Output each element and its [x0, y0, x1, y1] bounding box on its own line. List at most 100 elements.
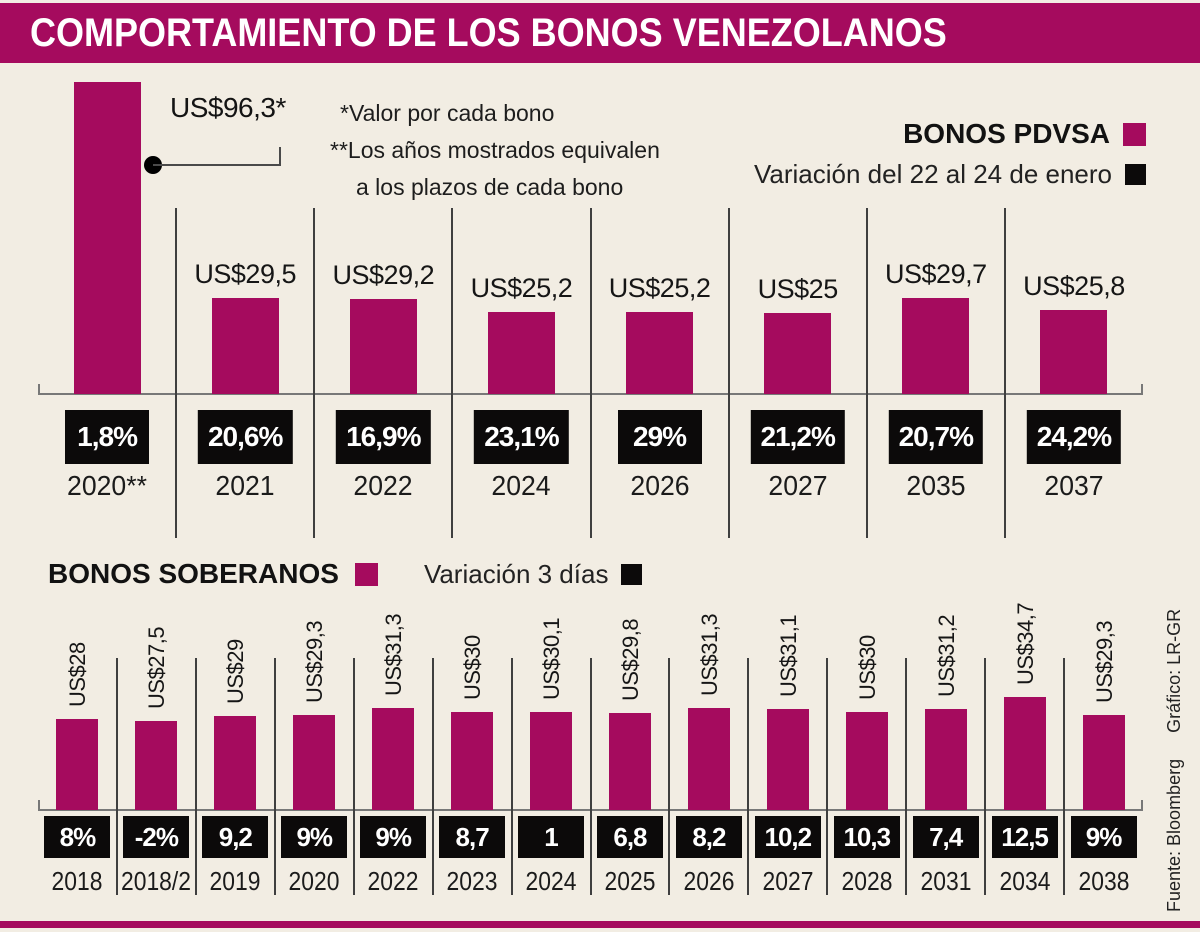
bar-2022: [372, 708, 415, 810]
callout-value-label: US$96,3*: [170, 92, 286, 123]
group-separator: [589, 658, 592, 895]
group-separator: [865, 208, 868, 538]
value-label: US$25,2: [470, 273, 573, 303]
pdvsa-legend-label: BONOS PDVSA: [903, 118, 1110, 149]
variation-badge: 8%: [44, 816, 111, 858]
pdvsa-variation-swatch-icon: [1125, 164, 1146, 185]
value-label: US$29,3: [302, 620, 328, 703]
soberanos-legend: BONOS SOBERANOS Variación 3 días: [48, 558, 643, 590]
group-separator: [747, 658, 750, 895]
bar-2034: [1003, 697, 1046, 810]
footnote-line: a los plazos de cada bono: [356, 174, 624, 200]
variation-badge: 21,2%: [750, 410, 845, 464]
graphic-credit: Gráfico: LR-GR: [1164, 608, 1184, 733]
bar-2024: [487, 312, 555, 394]
group-separator: [589, 208, 592, 538]
year-label: 2027: [768, 470, 828, 501]
year-label: 2018/2: [121, 866, 192, 896]
page-title: COMPORTAMIENTO DE LOS BONOS VENEZOLANOS: [30, 10, 947, 55]
variation-badge: 6,8: [596, 816, 663, 858]
variation-badge: 9%: [1070, 816, 1137, 858]
value-label: US$27,5: [144, 626, 170, 709]
bar-2021: [211, 298, 279, 394]
year-label: 2019: [209, 866, 261, 896]
year-label: 2037: [1044, 470, 1104, 501]
bottom-accent-strip: [0, 921, 1200, 928]
value-label: US$29,2: [332, 260, 435, 290]
group-separator: [1063, 658, 1066, 895]
soberanos-variation-label: Variación 3 días: [423, 558, 609, 589]
group-separator: [352, 658, 355, 895]
variation-badge: 20,7%: [888, 410, 984, 464]
footnotes: *Valor por cada bono **Los años mostrado…: [330, 95, 660, 206]
bar-2038: [1082, 715, 1125, 810]
year-label: 2038: [1078, 866, 1129, 896]
pdvsa-legend-row-series: BONOS PDVSA: [754, 118, 1146, 150]
year-label: 2025: [604, 866, 656, 896]
soberanos-variation-swatch-icon: [621, 563, 643, 585]
variation-badge: 20,6%: [197, 410, 293, 464]
credits: Fuente: Bloomberg Gráfico: LR-GR: [1164, 609, 1185, 912]
value-label: US$30: [460, 635, 486, 700]
variation-badge: 10,3: [833, 816, 900, 858]
group-separator: [313, 208, 316, 538]
pdvsa-axis-tick: [38, 384, 40, 394]
variation-badge: 29%: [617, 410, 702, 464]
bar-2022: [349, 299, 417, 394]
bar-2037: [1040, 310, 1108, 394]
year-label: 2022: [367, 866, 419, 896]
variation-badge: 7,4: [912, 816, 979, 858]
value-label: US$34,7: [1012, 602, 1038, 685]
callout-line: [279, 147, 281, 166]
bar-2027: [766, 709, 809, 810]
bar-2025: [608, 713, 651, 810]
year-label: 2028: [841, 866, 893, 896]
value-label: US$29,7: [885, 259, 987, 289]
pdvsa-variation-label: Variación del 22 al 24 de enero: [754, 159, 1112, 189]
value-label: US$31,1: [775, 614, 801, 697]
variation-badge: 12,5: [991, 816, 1058, 858]
year-label: 2018: [52, 866, 103, 896]
group-separator: [1003, 208, 1006, 538]
year-label: 2022: [353, 470, 413, 501]
year-label: 2020**: [67, 470, 148, 501]
bar-2018/2: [135, 721, 178, 810]
bar-2031: [924, 709, 967, 810]
value-label: US$25,2: [608, 273, 711, 303]
value-label: US$30: [854, 635, 880, 700]
variation-badge: 8,7: [439, 816, 506, 858]
soberanos-legend-label: BONOS SOBERANOS: [48, 558, 339, 589]
group-separator: [451, 208, 454, 538]
year-label: 2035: [906, 470, 966, 501]
value-label: US$25,8: [1023, 271, 1125, 301]
year-label: 2021: [215, 470, 275, 501]
variation-badge: 9,2: [202, 816, 269, 858]
group-separator: [905, 658, 908, 895]
year-label: 2027: [762, 866, 814, 896]
pdvsa-series-swatch-icon: [1123, 122, 1146, 146]
group-separator: [115, 658, 118, 895]
year-label: 2023: [446, 866, 498, 896]
year-label: 2034: [999, 866, 1051, 896]
value-label: US$28: [65, 642, 91, 707]
group-separator: [668, 658, 671, 895]
variation-badge: -2%: [123, 816, 190, 858]
soberanos-axis-tick: [38, 800, 40, 810]
value-label: US$25: [757, 274, 839, 304]
bar-2035: [902, 298, 970, 394]
value-label: US$31,3: [696, 613, 722, 696]
bar-2020: [293, 715, 336, 810]
bar-2026: [626, 312, 694, 394]
footnote-line: **Los años mostrados equivalen: [330, 137, 660, 163]
value-label: US$31,3: [381, 613, 407, 696]
bar-2024: [530, 712, 573, 810]
soberanos-series-swatch-icon: [354, 562, 378, 586]
year-label: 2024: [491, 470, 552, 501]
group-separator: [194, 658, 197, 895]
value-label: US$29: [223, 639, 249, 704]
value-label: US$29,8: [617, 618, 643, 701]
value-label: US$31,2: [933, 614, 959, 697]
group-separator: [984, 658, 987, 895]
source-credit: Fuente: Bloomberg: [1164, 758, 1184, 912]
